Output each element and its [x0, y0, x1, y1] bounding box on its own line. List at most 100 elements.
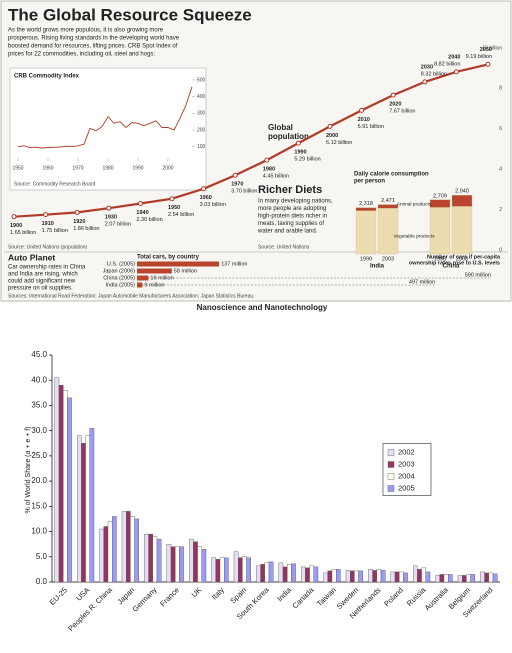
value-label: 2.07 billion — [105, 222, 131, 228]
x-tick-label: Poland — [382, 585, 405, 608]
value-label: 3.70 billion — [231, 189, 257, 195]
y-tick-label: 400 — [197, 94, 206, 100]
annotation: Global — [268, 123, 293, 132]
source: Source: United Nations (population) — [8, 244, 88, 250]
legend-swatch — [387, 485, 395, 492]
sources: Sources: International Road Federation; … — [8, 293, 255, 299]
bar — [425, 571, 431, 583]
bar — [103, 526, 109, 583]
bar — [89, 427, 95, 583]
y-tick-label: 200 — [197, 127, 206, 133]
bar — [54, 377, 60, 583]
legend-swatch — [387, 461, 395, 468]
bar — [358, 570, 364, 583]
bar — [58, 385, 64, 583]
legend-label: 2004 — [398, 471, 415, 480]
bar — [137, 268, 172, 274]
bar — [201, 549, 207, 583]
bar — [413, 565, 418, 583]
bar — [148, 533, 154, 583]
x-label: 2010 — [358, 117, 370, 123]
y-tick-label: 35.0 — [31, 401, 47, 410]
x-tick-label: UK — [190, 585, 204, 599]
x-label: 1990 — [294, 150, 306, 156]
bar — [439, 574, 445, 583]
data-point — [137, 201, 143, 207]
y-tick-label: 0.0 — [36, 577, 48, 586]
data-point — [485, 61, 491, 67]
value-label: 6.12 billion — [326, 140, 352, 146]
bar-segment — [355, 210, 377, 255]
bar-segment — [451, 195, 473, 207]
data-point — [422, 79, 428, 85]
bar — [336, 569, 341, 583]
bar — [76, 435, 82, 583]
heading: Auto Planet — [8, 252, 55, 262]
text-line: pressure on oil supplies. — [8, 286, 73, 292]
bar — [152, 536, 158, 583]
x-label: 2030 — [421, 64, 433, 70]
chart-title: ownership rates rose to U.S. levels — [409, 260, 500, 266]
bar — [63, 390, 68, 583]
bar — [246, 557, 252, 583]
bar — [466, 574, 471, 583]
x-label: 2050 — [480, 47, 492, 53]
bar — [219, 557, 225, 583]
value-label: 6.91 billion — [358, 124, 384, 130]
heading: Richer Diets — [258, 184, 322, 196]
annotation: population — [268, 132, 309, 141]
value-label: 137 million — [221, 261, 247, 267]
bar — [287, 564, 292, 583]
bar — [488, 572, 494, 583]
y-tick-label: 4 — [499, 167, 502, 173]
bar — [99, 528, 104, 583]
x-tick-label: Australia — [423, 585, 451, 613]
infographic-title: The Global Resource Squeeze — [8, 5, 252, 24]
bar — [462, 575, 467, 583]
x-label: 1960 — [200, 195, 212, 201]
bar — [484, 572, 490, 583]
y-tick-label: 300 — [197, 111, 206, 117]
data-point — [74, 209, 80, 215]
bar — [256, 565, 261, 583]
bar — [237, 557, 243, 583]
text-line: more people are adopting — [258, 206, 326, 212]
bar — [215, 559, 221, 583]
y-tick-label: 10 billion — [482, 45, 502, 51]
bar — [403, 572, 408, 583]
x-tick-label: 1980 — [102, 165, 113, 171]
intro-line: prices for 22 commodities, including oil… — [8, 52, 155, 58]
bar — [85, 435, 90, 583]
source: Source: United Nations — [258, 244, 310, 250]
bar-segment — [451, 206, 473, 255]
bar — [107, 521, 113, 583]
y-tick-label: U.S. (2005) — [107, 261, 135, 267]
chart-title: Total cars, by country — [137, 255, 200, 261]
bar — [305, 567, 310, 583]
value-label: 58 million — [174, 268, 197, 274]
value-label: 9.19 billion — [466, 54, 492, 60]
data-point — [390, 92, 396, 98]
value-label: 9 million — [144, 282, 164, 288]
x-tick-label: 2000 — [162, 165, 173, 171]
x-tick-label: Canada — [290, 585, 316, 611]
bar — [170, 546, 176, 583]
x-label: 1970 — [231, 182, 243, 188]
bar — [331, 569, 337, 583]
y-tick-label: 6 — [499, 126, 502, 132]
y-tick-label: 500 — [197, 77, 206, 83]
bar — [111, 516, 117, 583]
x-tick-label: USA — [74, 585, 91, 602]
bar — [354, 570, 359, 583]
intro-line: prosperous. Rising living standards in t… — [8, 36, 180, 42]
y-tick-label: 8 — [499, 86, 502, 92]
x-label: 2020 — [389, 102, 401, 108]
bar — [327, 570, 333, 583]
group-label: India — [370, 264, 385, 270]
bar — [372, 570, 378, 583]
bar — [137, 275, 149, 281]
y-tick-label: India (2005) — [106, 282, 136, 288]
value-label: 1.65 billion — [10, 230, 36, 236]
chart-title: per person — [354, 179, 385, 185]
x-tick-label: 2003 — [456, 256, 468, 262]
